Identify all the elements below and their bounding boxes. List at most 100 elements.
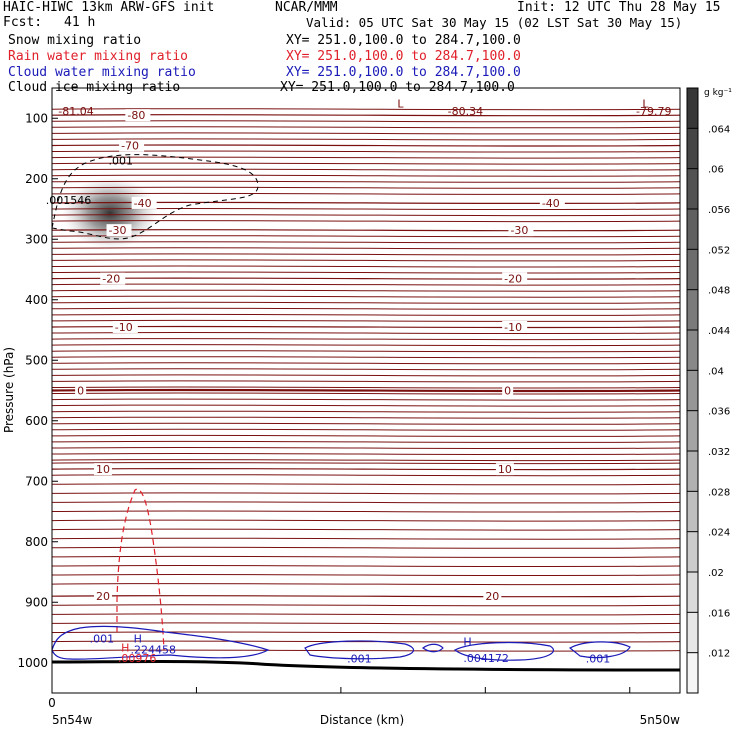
colorbar-tick-label: .024 <box>708 528 730 539</box>
y-tick-label: 100 <box>25 111 48 125</box>
isotherm-line <box>51 132 681 135</box>
y-tick-label: 600 <box>25 414 48 428</box>
isotherm-line <box>51 583 681 586</box>
isotherm-label-bg <box>119 139 145 152</box>
isotherm-label: 20 <box>96 590 110 603</box>
field-cloudwater-name: Cloud water mixing ratio <box>8 65 196 80</box>
isotherm-line <box>51 331 681 335</box>
isotherm-line <box>51 253 681 256</box>
colorbar-swatch <box>687 289 698 330</box>
contour-annotation: -80.34 <box>448 105 483 118</box>
isotherm-line <box>51 356 681 359</box>
isotherm-label: -10 <box>504 321 522 334</box>
colorbar-swatch <box>687 451 698 492</box>
isotherm-line <box>51 108 681 111</box>
isotherm-line <box>51 186 681 189</box>
isotherm-line <box>51 434 681 437</box>
snow-shading <box>62 177 158 249</box>
isotherm-label-bg <box>131 196 157 209</box>
colorbar-tick-label: .028 <box>708 487 730 498</box>
contour-annotation: L <box>397 98 404 111</box>
isotherm-line <box>51 622 681 625</box>
isotherm-line <box>51 283 681 286</box>
contour-annotation: H <box>121 642 129 655</box>
colorbar-frame <box>686 87 699 694</box>
isotherm-label-bg <box>100 272 126 285</box>
colorbar-swatch <box>687 330 698 371</box>
isotherm-label: -40 <box>542 197 560 210</box>
isotherm-label: -30 <box>109 224 127 237</box>
temperature-contours <box>51 108 681 652</box>
isotherm-label-bg <box>539 196 565 209</box>
isotherm-line <box>51 271 681 274</box>
colorbar-tick-label: .04 <box>708 366 724 377</box>
isotherm-line <box>51 307 681 310</box>
isotherm-label: 10 <box>498 463 512 476</box>
y-tick-label: 1000 <box>17 656 48 670</box>
isotherm-label-bg <box>508 224 534 237</box>
terrain-line <box>51 660 681 672</box>
isotherm-line <box>51 220 681 223</box>
isotherm-line <box>51 192 681 195</box>
contour-annotation: .00976 <box>118 652 157 665</box>
colorbar-swatch <box>687 128 698 169</box>
colorbar-swatch <box>687 370 698 411</box>
isotherm-line <box>51 446 681 450</box>
isotherm-label: -10 <box>115 321 133 334</box>
isotherm-line <box>51 631 681 634</box>
isotherm-line <box>51 150 681 153</box>
isotherm-label: -70 <box>121 139 139 152</box>
colorbar-swatch <box>687 491 698 532</box>
isotherm-line <box>51 501 681 504</box>
isotherm-line <box>51 428 681 431</box>
isotherm-label: 20 <box>485 590 499 603</box>
isotherm-line <box>51 392 681 395</box>
isotherm-label: -30 <box>510 224 528 237</box>
colorbar-swatch <box>687 209 698 250</box>
isotherm-line <box>51 416 681 419</box>
contour-annotation: -79.79 <box>636 105 671 118</box>
isotherm-line <box>51 388 681 393</box>
isotherm-line <box>51 277 681 280</box>
isotherm-label: -80 <box>127 109 145 122</box>
rain-water-contour <box>116 488 165 651</box>
contour-annotation: H <box>134 633 142 646</box>
isotherm-line <box>51 649 681 652</box>
x-start-label: 5n54w <box>52 713 93 727</box>
isotherm-label-bg <box>112 320 138 333</box>
isotherm-line <box>51 398 681 401</box>
isotherm-line <box>51 214 681 217</box>
contour-annotation: -81.04 <box>58 105 93 118</box>
isotherm-line <box>51 168 681 171</box>
isotherm-label-bg <box>502 384 514 397</box>
contour-annotation: .224458 <box>131 643 177 656</box>
isotherm-label-bg <box>495 463 514 476</box>
colorbar-swatch <box>687 572 698 613</box>
isotherm-line <box>51 180 681 183</box>
isotherm-line <box>51 474 681 477</box>
colorbar-tick-label: .02 <box>708 568 724 579</box>
isotherm-line <box>51 374 681 377</box>
isotherm-label-bg <box>93 463 112 476</box>
cloud-water-contour-small <box>421 643 444 653</box>
x-tick-label: 0 <box>48 696 56 710</box>
isotherm-line <box>51 265 681 268</box>
isotherm-label: -40 <box>134 197 152 210</box>
colorbar-swatch <box>687 531 698 572</box>
isotherm-line <box>51 138 681 141</box>
isotherm-line <box>51 555 681 558</box>
isotherm-line <box>51 319 681 322</box>
isotherm-line <box>51 380 681 383</box>
y-tick-label: 200 <box>25 172 48 186</box>
y-tick-label: 900 <box>25 595 48 609</box>
isotherm-line <box>51 235 681 238</box>
isotherm-label-bg <box>93 590 112 603</box>
isotherm-label: 10 <box>96 463 110 476</box>
colorbar-swatch <box>687 612 698 653</box>
contour-annotation: .001546 <box>46 194 92 207</box>
isotherm-label-bg <box>502 320 528 333</box>
isotherm-line <box>51 174 681 177</box>
isotherm-line <box>51 404 681 407</box>
isotherm-line <box>51 483 681 486</box>
